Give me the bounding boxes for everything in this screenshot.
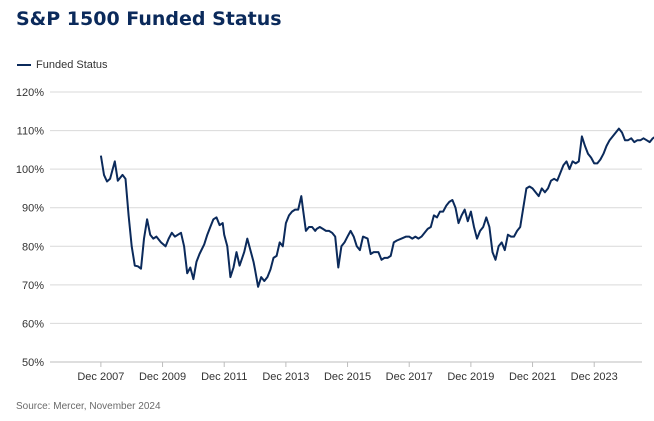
x-tick-label: Dec 2011 xyxy=(201,371,247,383)
x-tick-label: Dec 2009 xyxy=(139,371,186,383)
x-tick-label: Dec 2007 xyxy=(77,371,124,383)
legend-swatch xyxy=(17,64,31,66)
chart-title: S&P 1500 Funded Status xyxy=(16,8,282,30)
chart-legend: Funded Status xyxy=(17,59,108,71)
y-axis: 50% 60% 70% 80% 90% 100% 110% 120% xyxy=(16,87,44,369)
x-tick-label: Dec 2023 xyxy=(571,371,618,383)
series-group: 109% xyxy=(99,127,654,288)
y-tick-label: 110% xyxy=(17,126,45,138)
x-tick-label: Dec 2019 xyxy=(447,371,494,383)
x-tick-label: Dec 2015 xyxy=(324,371,371,383)
x-tick-label: Dec 2013 xyxy=(262,371,309,383)
y-tick-label: 50% xyxy=(22,357,44,369)
x-axis: Dec 2007 Dec 2009 Dec 2011 Dec 2013 Dec 2015… xyxy=(77,362,618,383)
x-tick-label: Dec 2021 xyxy=(509,371,556,383)
y-tick-label: 80% xyxy=(22,241,44,253)
y-tick-label: 90% xyxy=(22,203,44,215)
legend-label: Funded Status xyxy=(36,59,108,71)
y-tick-label: 70% xyxy=(22,280,44,292)
y-tick-label: 120% xyxy=(16,87,44,99)
x-tick-label: Dec 2017 xyxy=(386,371,433,383)
y-tick-label: 60% xyxy=(22,318,44,330)
source-note: Source: Mercer, November 2024 xyxy=(16,401,161,412)
grid-lines xyxy=(50,91,642,363)
y-tick-label: 100% xyxy=(16,164,44,176)
series-line-funded-status xyxy=(99,127,654,288)
